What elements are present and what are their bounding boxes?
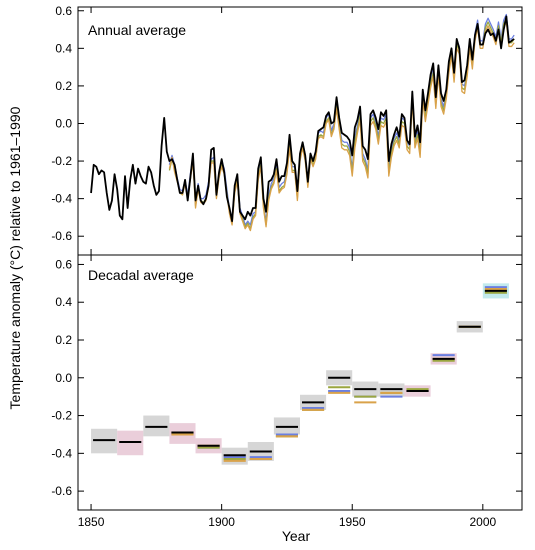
annual-ytick-label: 0.4 — [55, 41, 72, 55]
decadal-panel-frame — [77, 254, 523, 511]
annual-ticks: -0.6 -0.4 -0.2 0.0 0.2 0.4 0.6 — [51, 4, 522, 255]
decadal-ticks: -0.6 -0.4 -0.2 0.0 0.2 0.4 0.6 1850 1900 1950 2000 — [51, 255, 522, 529]
decadal-xtick-label: 1900 — [208, 515, 235, 529]
decadal-average-panel: -0.6 -0.4 -0.2 0.0 0.2 0.4 0.6 1850 1900 1950 2000… — [51, 254, 523, 529]
x-axis-title: Year — [282, 528, 311, 544]
annual-ytick-label: -0.2 — [51, 154, 72, 168]
annual-series-line-black — [90, 15, 515, 223]
annual-series-group — [90, 13, 515, 232]
y-axis-title: Temperature anomaly (°C) relative to 196… — [7, 106, 23, 409]
decadal-ytick-label: 0.6 — [55, 257, 72, 271]
annual-ytick-label: 0.6 — [55, 4, 72, 18]
annual-ytick-label: -0.4 — [51, 192, 72, 206]
decadal-ytick-label: -0.4 — [51, 446, 72, 460]
decadal-xtick-label: 1950 — [339, 515, 366, 529]
annual-ytick-label: 0.2 — [55, 79, 72, 93]
annual-ytick-label: -0.6 — [51, 229, 72, 243]
annual-average-panel: -0.6 -0.4 -0.2 0.0 0.2 0.4 0.6 Annual average — [51, 4, 523, 256]
annual-panel-title: Annual average — [88, 22, 186, 38]
decadal-ytick-label: 0.2 — [55, 333, 72, 347]
decadal-panel-title: Decadal average — [88, 267, 194, 283]
decadal-xtick-label: 1850 — [78, 515, 105, 529]
decadal-ytick-label: -0.2 — [51, 409, 72, 423]
decadal-ytick-label: -0.6 — [51, 484, 72, 498]
annual-series-line-orange — [168, 21, 515, 232]
annual-series-line-blue — [168, 13, 515, 226]
decadal-ytick-label: 0.4 — [55, 295, 72, 309]
decadal-xtick-label: 2000 — [469, 515, 496, 529]
decadal-ytick-label: 0.0 — [55, 371, 72, 385]
annual-series-line-green — [168, 17, 515, 230]
decadal-bars-group — [91, 283, 509, 465]
annual-ytick-label: 0.0 — [55, 116, 72, 130]
